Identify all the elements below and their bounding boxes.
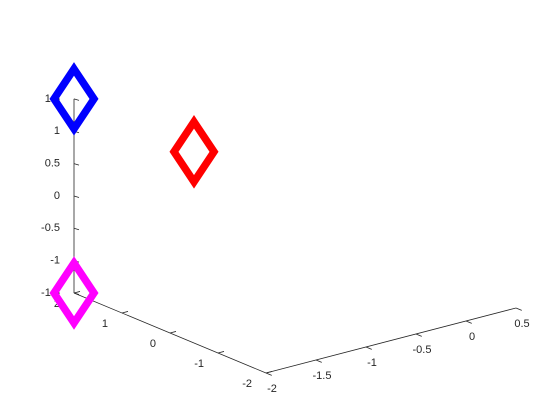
y-tick-mark (265, 371, 273, 374)
diamond-marker (49, 62, 99, 136)
y-tick-mark (121, 311, 129, 314)
z-tick-mark (73, 195, 80, 198)
z-tick-mark (73, 163, 80, 166)
z-tick-label: 0.5 (45, 158, 60, 170)
z-tick-mark (73, 292, 80, 295)
ticks-layer: -2-1.5-1-0.500.5-2-1012-1.5-1-0.500.511.… (41, 93, 530, 395)
z-tick-label: -0.5 (41, 222, 60, 234)
z-tick-mark (73, 98, 80, 101)
z-tick-label: 1 (54, 125, 60, 137)
diamond-marker (49, 256, 99, 330)
x-tick-mark (415, 333, 422, 337)
x-tick-label: -1 (367, 357, 377, 369)
y-tick-label: 1 (102, 318, 108, 330)
x-tick-label: -2 (267, 383, 277, 395)
x-tick-label: 0.5 (514, 318, 529, 330)
x-tick-mark (515, 307, 522, 311)
x-tick-mark (315, 359, 322, 363)
z-tick-mark (73, 227, 80, 231)
marks-layer (49, 62, 219, 330)
x-tick-mark (365, 346, 372, 350)
x-tick-label: -0.5 (413, 344, 432, 356)
y-tick-mark (73, 291, 81, 294)
x-tick-mark (465, 320, 472, 324)
axes-layer (73, 98, 517, 374)
y-tick-label: 0 (150, 338, 156, 350)
x-tick-label: 0 (469, 331, 475, 343)
x-axis-line (265, 307, 517, 374)
y-tick-mark (169, 331, 177, 334)
y-tick-label: -1 (194, 358, 204, 370)
z-tick-label: 0 (54, 190, 60, 202)
x-tick-mark (265, 372, 272, 376)
y-tick-label: -2 (242, 378, 252, 390)
diamond-marker (169, 115, 219, 189)
y-tick-mark (217, 351, 225, 354)
z-tick-label: -1 (50, 255, 60, 267)
x-tick-label: -1.5 (313, 370, 332, 382)
